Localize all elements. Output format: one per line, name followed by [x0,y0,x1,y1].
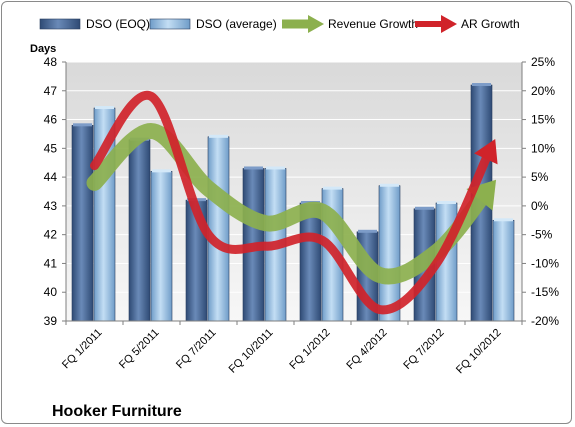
legend-arrow-icon [441,15,457,33]
bar-top [472,83,491,87]
left-tick-label: 47 [44,84,58,98]
legend-label: DSO (EOQ) [86,17,150,31]
category-label: FQ 7/2012 [401,327,446,372]
bar-top [380,183,399,187]
bar [378,185,401,322]
bar [207,136,230,322]
series-arrowhead [474,138,498,165]
bar-top [209,134,228,138]
left-tick-label: 43 [44,199,58,213]
right-tick-label: 25% [531,55,555,69]
growth-lines [86,90,498,315]
right-tick-label: 5% [531,170,549,184]
bar [150,171,173,322]
right-tick-label: 15% [531,113,555,127]
legend: DSO (EOQ) DSO (average) Revenue Growth AR G… [39,15,520,33]
category-label: FQ 10/2011 [227,327,276,376]
legend-swatch [149,18,191,30]
bar-top [494,218,513,222]
right-tick-label: -15% [531,285,559,299]
series-line [86,123,494,285]
bar [71,125,94,322]
left-tick-label: 39 [44,314,58,328]
left-tick-label: 42 [44,228,58,242]
bar-top [95,106,114,110]
bar [492,219,515,322]
category-label: FQ 4/2012 [344,327,389,372]
legend-label: AR Growth [461,17,520,31]
series-line [90,90,494,315]
category-label: FQ 10/2012 [454,327,504,377]
legend-label: Revenue Growth [328,17,418,31]
bar [128,139,151,322]
left-tick-label: 41 [44,256,58,270]
right-tick-label: 10% [531,141,555,155]
y-axis-title: Days [30,43,56,55]
left-tick-label: 48 [44,55,58,69]
right-tick-label: -5% [531,228,553,242]
bar-top [73,123,92,127]
right-tick-labels: -20% -15% -10% -5% 0% 5% 10% 15% 20% 25% [531,55,559,328]
right-tick-label: 0% [531,199,549,213]
left-tick-label: 45 [44,141,58,155]
bar-top [152,169,171,173]
left-tick-label: 44 [44,170,58,184]
bar [299,202,322,322]
legend-swatch [39,18,81,30]
right-tick-label: -10% [531,256,559,270]
legend-label: DSO (average) [196,17,277,31]
bar-top [323,186,342,190]
left-tick-labels: 39 40 41 42 43 44 45 46 47 48 [44,55,58,328]
left-tick-label: 40 [44,285,58,299]
category-labels: FQ 1/2011 FQ 5/2011 FQ 7/2011 FQ 10/2011 FQ … [60,327,504,377]
company-name: Hooker Furniture [52,403,182,420]
category-label: FQ 1/2012 [287,327,332,372]
axes [62,61,526,325]
category-label: FQ 7/2011 [174,327,219,372]
right-tick-label: -20% [531,314,559,328]
bar-top [358,229,377,233]
bar-top [415,206,434,210]
bar-top [244,166,263,170]
bar-top [266,166,285,170]
right-tick-label: 20% [531,84,555,98]
legend-arrow-icon [308,15,324,33]
bar-top [437,201,456,205]
category-label: FQ 5/2011 [117,327,162,372]
left-tick-label: 46 [44,113,58,127]
category-label: FQ 1/2011 [60,327,105,372]
